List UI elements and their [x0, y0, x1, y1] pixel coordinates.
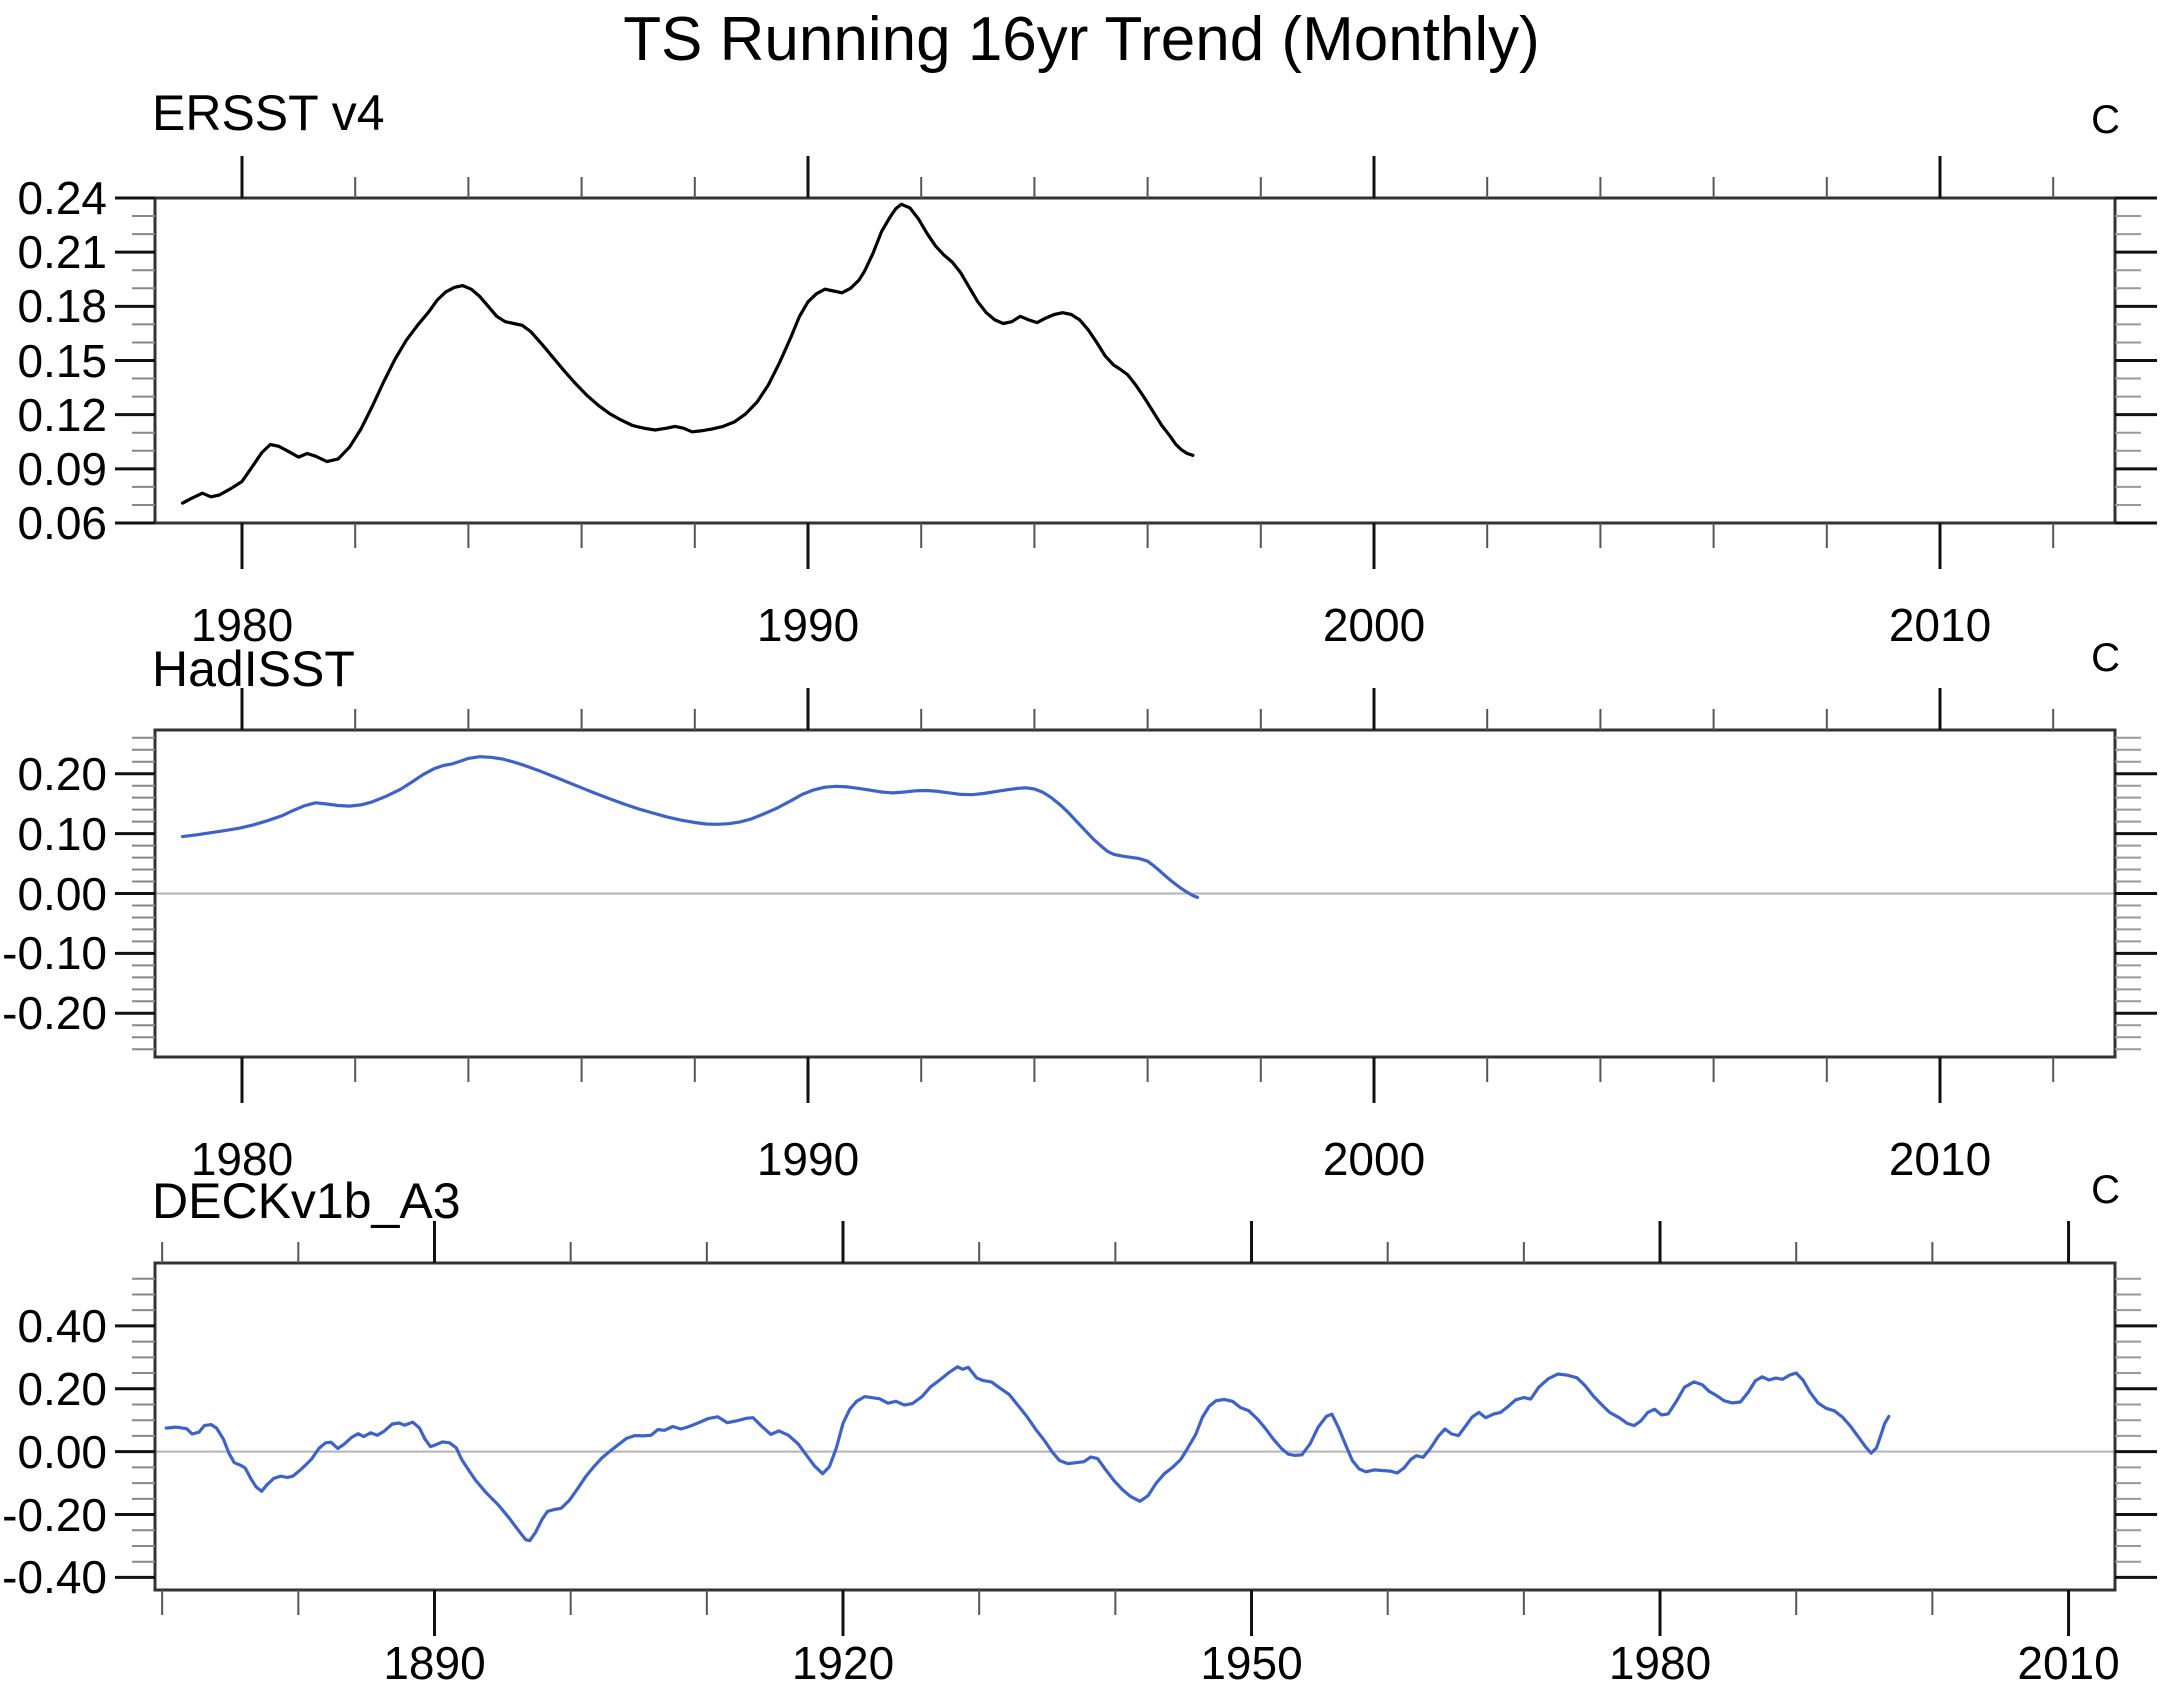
series-line-hadisst: [181, 755, 1200, 900]
series-line-deckv1b-a3: [164, 1365, 1891, 1543]
unit-label-panel-1: C: [2091, 98, 2120, 142]
x-tick-label: 2010: [1888, 599, 1992, 651]
y-tick-label: 0.09: [17, 442, 107, 495]
y-tick-label: -0.20: [2, 987, 107, 1040]
x-tick-label: 1980: [1608, 1637, 1712, 1689]
x-tick-label: 2000: [1322, 599, 1426, 651]
x-tick-label: 1990: [756, 599, 860, 651]
y-tick-label: -0.10: [2, 927, 107, 980]
x-tick-label: 1950: [1200, 1637, 1303, 1689]
y-tick-label: 0.18: [17, 280, 107, 333]
chart-title: TS Running 16yr Trend (Monthly): [623, 5, 1540, 74]
x-tick-label: 1980: [190, 1133, 294, 1185]
y-tick-label: 0.12: [17, 388, 107, 441]
y-tick-label: 0.40: [17, 1299, 107, 1352]
y-tick-label: 0.20: [17, 747, 107, 800]
y-tick-label: 0.00: [17, 1425, 107, 1478]
y-tick-label: 0.24: [17, 172, 107, 224]
y-tick-label: 0.00: [17, 867, 107, 920]
y-tick-label: 0.06: [17, 497, 107, 549]
y-tick-label: 0.20: [17, 1362, 107, 1415]
unit-label-panel-2: C: [2091, 636, 2120, 680]
x-tick-label: 1920: [791, 1637, 895, 1689]
x-tick-label: 2010: [1888, 1133, 1992, 1185]
y-tick-label: 0.21: [17, 226, 107, 279]
panel-title-ersst-v4: ERSST v4: [152, 85, 385, 141]
y-tick-label: -0.20: [2, 1488, 107, 1541]
y-tick-label: 0.15: [17, 334, 107, 387]
unit-label-panel-3: C: [2091, 1168, 2120, 1212]
x-tick-label: 1990: [756, 1133, 860, 1185]
panel-title-deckv1b-a3: DECKv1b_A3: [152, 1173, 461, 1229]
x-tick-label: 2010: [2017, 1637, 2120, 1689]
y-tick-label: 0.10: [17, 807, 107, 860]
series-line-ersst-v4: [181, 202, 1195, 505]
y-tick-label: -0.40: [2, 1551, 107, 1604]
x-tick-label: 1980: [190, 599, 294, 651]
x-tick-label: 1890: [383, 1637, 486, 1689]
panel-title-hadisst: HadISST: [152, 641, 355, 697]
x-tick-label: 2000: [1322, 1133, 1426, 1185]
